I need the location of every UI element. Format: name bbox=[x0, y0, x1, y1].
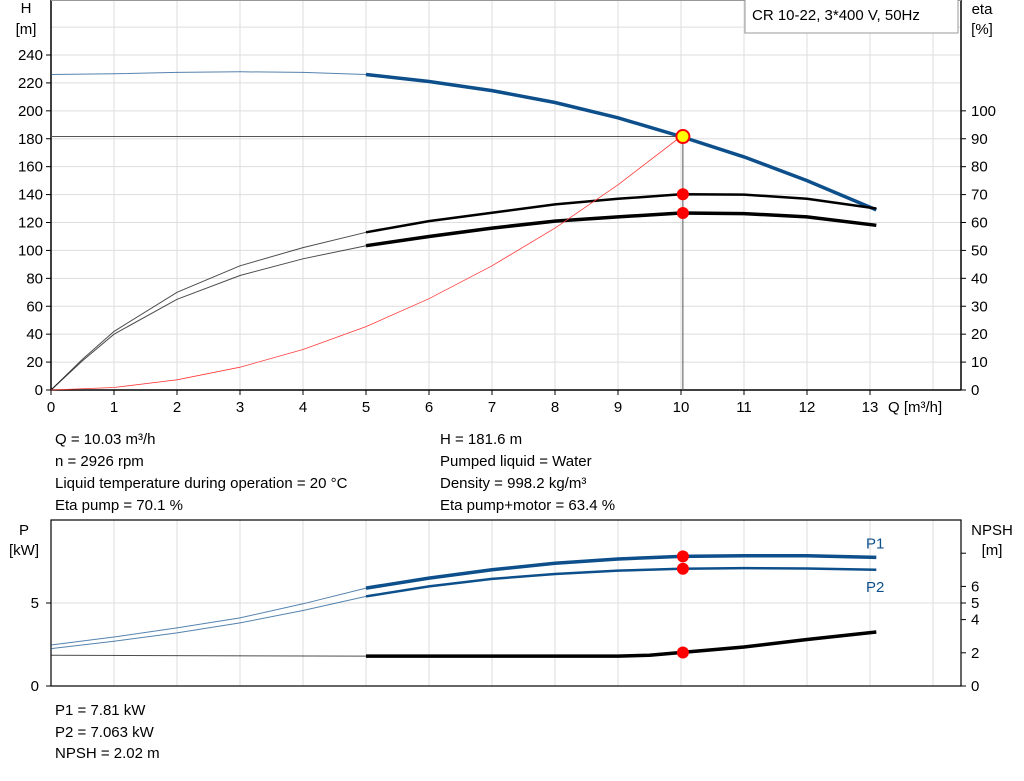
series-p2 bbox=[365, 566, 877, 598]
series-eta-pump-motor bbox=[365, 211, 877, 248]
x-tick-label: 12 bbox=[799, 399, 816, 416]
y-tick-label: 200 bbox=[18, 103, 43, 120]
eta-tick-label: 10 bbox=[971, 354, 988, 371]
eta-tick-label: 90 bbox=[971, 131, 988, 148]
operating-point-marker bbox=[676, 550, 689, 563]
x-tick-label: 13 bbox=[862, 399, 879, 416]
info-eta-pump: Eta pump = 70.1 % bbox=[55, 497, 183, 514]
series-eta-pump-motor-extrapolated bbox=[50, 245, 367, 391]
y-tick-label: 160 bbox=[18, 159, 43, 176]
eta-tick-label: 50 bbox=[971, 242, 988, 259]
npsh-tick-label: 5 bbox=[971, 595, 979, 612]
info-temperature: Liquid temperature during operation = 20… bbox=[55, 475, 348, 492]
eta-tick-label: 0 bbox=[971, 382, 979, 399]
x-tick-label: 5 bbox=[362, 399, 370, 416]
eta-tick-label: 40 bbox=[971, 270, 988, 287]
operating-point-marker bbox=[676, 207, 689, 220]
series-p2-extrapolated bbox=[50, 595, 367, 650]
info-eta-pump-motor: Eta pump+motor = 63.4 % bbox=[440, 497, 616, 514]
series-npsh-extrapolated bbox=[50, 654, 367, 657]
npsh-tick-label: 0 bbox=[971, 678, 979, 695]
performance-chart: 0204060801001201401601802002202400102030… bbox=[16, 0, 996, 416]
npsh-tick-label: 6 bbox=[971, 578, 979, 595]
operating-point-marker bbox=[676, 188, 689, 201]
y-tick-label: 0 bbox=[35, 382, 43, 399]
series-h-extrapolated bbox=[50, 71, 367, 75]
p-axis-label: P bbox=[19, 522, 29, 539]
y-tick-label: 20 bbox=[26, 354, 43, 371]
legend-title: CR 10-22, 3*400 V, 50Hz bbox=[752, 7, 920, 24]
info-npsh: NPSH = 2.02 m bbox=[55, 745, 160, 762]
series-p1 bbox=[365, 553, 877, 590]
series-npsh bbox=[366, 630, 877, 658]
eta-tick-label: 20 bbox=[971, 326, 988, 343]
series-label-p1: P1 bbox=[866, 535, 884, 552]
eta-tick-label: 60 bbox=[971, 215, 988, 232]
eta-axis-unit: [%] bbox=[971, 21, 993, 38]
x-tick-label: 11 bbox=[736, 399, 752, 416]
x-tick-label: 3 bbox=[236, 399, 244, 416]
npsh-axis-label: NPSH bbox=[971, 522, 1013, 539]
x-tick-label: 1 bbox=[110, 399, 118, 416]
info-density: Density = 998.2 kg/m³ bbox=[440, 475, 587, 492]
x-tick-label: 9 bbox=[614, 399, 622, 416]
h-axis-unit: [m] bbox=[16, 21, 37, 38]
series-h bbox=[365, 72, 877, 212]
y-tick-label: 140 bbox=[18, 187, 43, 204]
series-p1-extrapolated bbox=[50, 587, 367, 646]
y-tick-label: 220 bbox=[18, 75, 43, 92]
info-q: Q = 10.03 m³/h bbox=[55, 431, 156, 448]
info-liquid: Pumped liquid = Water bbox=[440, 453, 592, 470]
x-tick-label: 6 bbox=[425, 399, 433, 416]
x-tick-label: 2 bbox=[173, 399, 181, 416]
npsh-tick-label: 2 bbox=[971, 645, 979, 662]
operating-point-marker bbox=[676, 562, 689, 575]
eta-tick-label: 70 bbox=[971, 187, 988, 204]
y-tick-label: 80 bbox=[26, 270, 43, 287]
system-curve bbox=[50, 136, 682, 391]
x-tick-label: 7 bbox=[488, 399, 496, 416]
eta-tick-label: 30 bbox=[971, 298, 988, 315]
eta-axis-label: eta bbox=[972, 1, 994, 18]
npsh-axis-unit: [m] bbox=[982, 542, 1003, 559]
y-tick-label: 240 bbox=[18, 47, 43, 64]
npsh-tick-label: 4 bbox=[971, 612, 979, 629]
x-tick-label: 0 bbox=[47, 399, 55, 416]
x-tick-label: 10 bbox=[673, 399, 690, 416]
y-tick-label: 100 bbox=[18, 242, 43, 259]
h-axis-label: H bbox=[21, 0, 32, 17]
y-tick-label: 180 bbox=[18, 131, 43, 148]
p-axis-unit: [kW] bbox=[9, 542, 39, 559]
y-tick-label: 120 bbox=[18, 215, 43, 232]
duty-point-marker bbox=[675, 129, 691, 145]
x-axis-label: Q [m³/h] bbox=[888, 399, 942, 416]
series-eta-pump-extrapolated bbox=[50, 231, 367, 391]
operating-point-marker bbox=[676, 646, 689, 659]
legend-box: CR 10-22, 3*400 V, 50Hz bbox=[744, 0, 959, 34]
p-tick-label: 0 bbox=[31, 678, 39, 695]
info-head: H = 181.6 m bbox=[440, 431, 523, 448]
info-p2: P2 = 7.063 kW bbox=[55, 724, 154, 741]
info-speed: n = 2926 rpm bbox=[55, 453, 144, 470]
info-p1: P1 = 7.81 kW bbox=[55, 702, 146, 719]
eta-tick-label: 80 bbox=[971, 159, 988, 176]
series-eta-pump bbox=[365, 193, 877, 234]
series-label-p2: P2 bbox=[866, 579, 884, 596]
eta-tick-label: 100 bbox=[971, 103, 996, 120]
y-tick-label: 40 bbox=[26, 326, 43, 343]
y-tick-label: 60 bbox=[26, 298, 43, 315]
p-tick-label: 5 bbox=[31, 595, 39, 612]
x-tick-label: 4 bbox=[299, 399, 307, 416]
x-tick-label: 8 bbox=[551, 399, 559, 416]
